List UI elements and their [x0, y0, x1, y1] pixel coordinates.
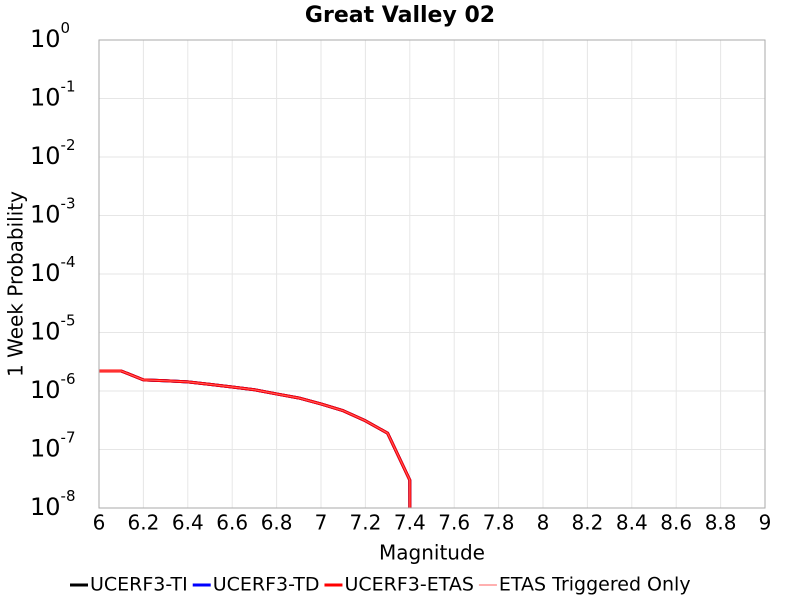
y-tick-label: 10-6: [30, 370, 76, 405]
y-tick-exponent: -3: [61, 194, 76, 212]
legend-label: UCERF3-TI: [90, 574, 188, 596]
x-tick-label: 7.8: [483, 511, 515, 535]
y-tick-base: 10: [30, 259, 61, 287]
y-tick-base: 10: [30, 142, 61, 170]
y-tick-label: 100: [30, 19, 70, 54]
y-tick-exponent: -7: [61, 428, 76, 446]
y-tick-exponent: -5: [61, 311, 76, 329]
y-tick-label: 10-4: [30, 253, 76, 288]
x-tick-label: 8.4: [616, 511, 648, 535]
x-tick-label: 8: [537, 511, 550, 535]
y-tick-base: 10: [30, 493, 61, 521]
y-tick-base: 10: [30, 318, 61, 346]
legend-label: UCERF3-TD: [213, 574, 320, 596]
x-tick-label: 7.6: [438, 511, 470, 535]
chart-title: Great Valley 02: [305, 3, 495, 28]
y-tick-exponent: -1: [61, 77, 76, 95]
x-tick-label: 8.2: [571, 511, 603, 535]
x-tick-label: 6.8: [261, 511, 293, 535]
y-tick-base: 10: [30, 201, 61, 229]
legend-label: ETAS Triggered Only: [499, 574, 691, 596]
y-axis-label: 1 Week Probability: [4, 191, 28, 377]
y-tick-label: 10-7: [30, 428, 76, 463]
legend: UCERF3-TI UCERF3-TD UCERF3-ETAS ETAS Trigge…: [70, 574, 691, 596]
y-tick-exponent: -2: [61, 136, 76, 154]
y-tick-exponent: -6: [61, 370, 76, 388]
y-tick-base: 10: [30, 84, 61, 112]
x-tick-label: 7.4: [394, 511, 426, 535]
legend-label: UCERF3-ETAS: [344, 574, 473, 596]
x-tick-label: 6.4: [172, 511, 204, 535]
x-tick-label: 7: [315, 511, 328, 535]
y-tick-label: 10-3: [30, 194, 76, 229]
y-tick-base: 10: [30, 25, 61, 53]
plot-border: [98, 39, 766, 509]
x-tick-label: 6.6: [216, 511, 248, 535]
series-line: [99, 370, 411, 508]
x-tick-label: 7.2: [349, 511, 381, 535]
grid: [98, 39, 766, 509]
y-tick-exponent: -8: [61, 487, 76, 505]
y-tick-exponent: -4: [61, 253, 76, 271]
lines: [99, 369, 412, 508]
y-tick-label: 10-5: [30, 311, 76, 346]
y-tick-exponent: 0: [61, 19, 71, 37]
x-tick-label: 6: [93, 511, 106, 535]
y-tick-label: 10-2: [30, 136, 76, 171]
x-tick-label: 8.8: [705, 511, 737, 535]
x-tick-label: 6.2: [127, 511, 159, 535]
y-tick-label: 10-1: [30, 77, 76, 112]
x-tick-label: 9: [759, 511, 772, 535]
y-tick-base: 10: [30, 435, 61, 463]
y-tick-base: 10: [30, 376, 61, 404]
x-tick-label: 8.6: [660, 511, 692, 535]
y-tick-label: 10-8: [30, 487, 76, 522]
x-axis-label: Magnitude: [379, 541, 485, 565]
